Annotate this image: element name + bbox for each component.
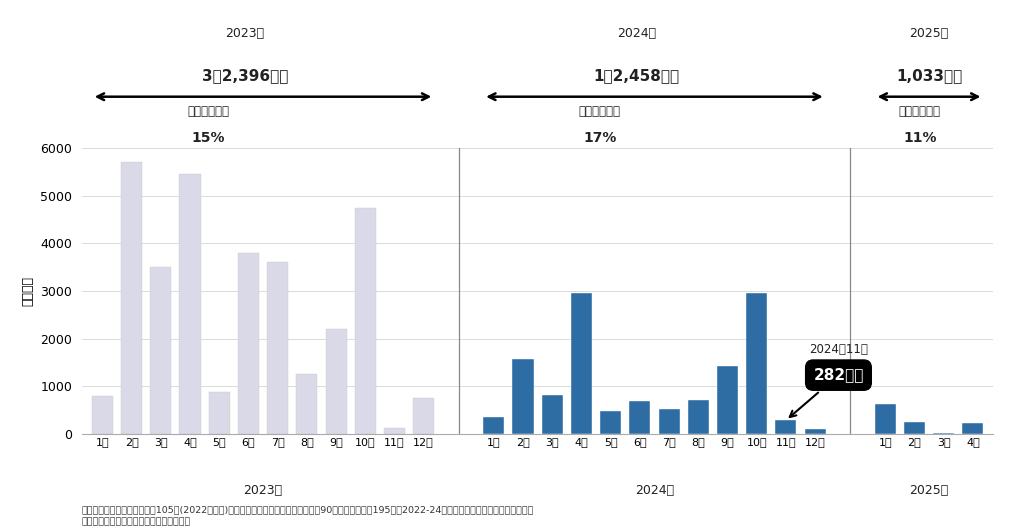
Bar [384,427,404,434]
Text: 値上げ率平均: 値上げ率平均 [899,105,941,118]
Bar [963,423,983,434]
Bar [542,395,563,434]
Bar [775,421,797,434]
Bar [296,375,317,434]
Bar [874,404,896,434]
Bar [746,293,767,434]
Bar [326,329,346,434]
Bar [267,262,288,434]
Text: 値上げ率平均: 値上げ率平均 [187,105,229,118]
Bar [92,396,113,434]
Text: 2024年11月: 2024年11月 [809,343,868,356]
Bar [600,411,622,434]
Bar [483,417,504,434]
Text: 3万2,396品目: 3万2,396品目 [202,68,288,83]
Text: 11%: 11% [903,131,937,145]
Bar [354,208,376,434]
Text: 2025年: 2025年 [909,26,948,40]
Text: 2024年: 2024年 [616,26,655,40]
Bar [209,392,229,434]
Bar [571,293,592,434]
Text: 2023年: 2023年 [225,26,264,40]
Bar [179,175,201,434]
Text: 2024年: 2024年 [635,484,674,497]
Bar [630,402,650,434]
Text: ［注］　調査時点の食品上場105社(2022年時点)のほか、全国展開を行う非上場食品90社を含めた主要195社の2022-24年価格改定計画。実施済みを含む。
: ［注］ 調査時点の食品上場105社(2022年時点)のほか、全国展開を行う非上場… [82,505,535,526]
Bar [238,253,259,434]
Bar [151,267,171,434]
Bar [688,399,709,434]
Bar [933,433,954,434]
Bar [121,162,142,434]
Text: 1万2,458品目: 1万2,458品目 [593,68,679,83]
Text: 2025年: 2025年 [909,484,948,497]
Text: 値上げ率平均: 値上げ率平均 [579,105,621,118]
Text: 17%: 17% [583,131,616,145]
Bar [717,366,738,434]
Text: 1,033品目: 1,033品目 [896,68,963,83]
Bar [413,398,434,434]
Text: 15%: 15% [191,131,225,145]
Text: 282品目: 282品目 [790,368,863,417]
Bar [658,409,680,434]
Bar [805,430,825,434]
Text: 2023年: 2023年 [244,484,283,497]
Y-axis label: （品目）: （品目） [22,276,35,306]
Bar [904,422,925,434]
Bar [512,359,534,434]
